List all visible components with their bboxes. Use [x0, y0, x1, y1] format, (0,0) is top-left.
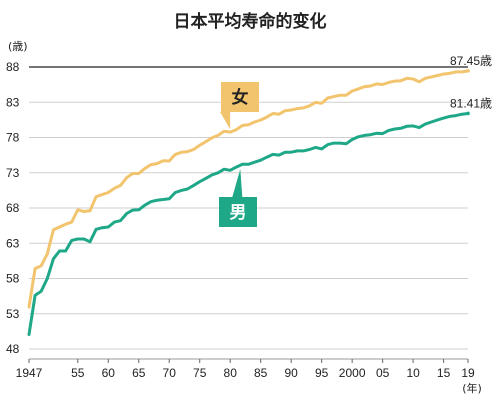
chart-title: 日本平均寿命的变化	[174, 11, 327, 32]
legend-label-male: 男	[230, 203, 247, 223]
legend-callout-male	[219, 169, 257, 227]
end-value-label: 87.45歳	[450, 54, 492, 68]
series-layer: 87.45歳 81.41歳	[27, 54, 492, 336]
x-tick-label: 10	[406, 366, 420, 380]
series-end-point	[466, 69, 470, 73]
y-tick-label: 58	[6, 272, 20, 286]
x-tick-label: 65	[132, 366, 146, 380]
y-tick-label: 73	[6, 166, 20, 180]
series-line-male	[27, 112, 470, 336]
x-tick-label: 55	[71, 366, 85, 380]
y-tick-label: 78	[6, 131, 20, 145]
x-tick-label: 90	[285, 366, 299, 380]
legend-label-female: 女	[232, 87, 249, 108]
x-tick-label: 2000	[339, 366, 366, 380]
x-tick-label: 75	[193, 366, 207, 380]
y-tick-label: 53	[6, 307, 20, 321]
x-tick-label: 05	[376, 366, 390, 380]
x-tick-label: 19	[461, 366, 475, 380]
x-tick-label: 95	[315, 366, 329, 380]
end-value-label: 81.41歳	[450, 96, 492, 110]
y-tick-label: 83	[6, 95, 20, 109]
y-tick-label: 63	[6, 236, 20, 250]
x-tick-label: 85	[254, 366, 268, 380]
x-tick-label: 70	[163, 366, 177, 380]
y-tick-label: 48	[6, 342, 20, 356]
legend-callout-female	[220, 82, 259, 130]
series-end-point	[466, 111, 470, 116]
x-axis-unit: (年)	[462, 381, 482, 395]
legend-labels: 女男	[219, 82, 259, 227]
x-tick-label: 60	[102, 366, 116, 380]
x-tick-label: 1947	[16, 366, 43, 380]
y-axis-unit: (歳)	[8, 40, 28, 53]
tick-labels: 48 53 58 63 68 73 78 83 88 1947 55 60 65 70 75 80 85 90 95…	[6, 60, 475, 380]
series-line-female	[27, 69, 470, 309]
x-tick-label: 80	[224, 366, 238, 380]
x-tick-label: 15	[437, 366, 451, 380]
y-tick-label: 68	[6, 201, 20, 215]
y-tick-label: 88	[6, 60, 20, 74]
